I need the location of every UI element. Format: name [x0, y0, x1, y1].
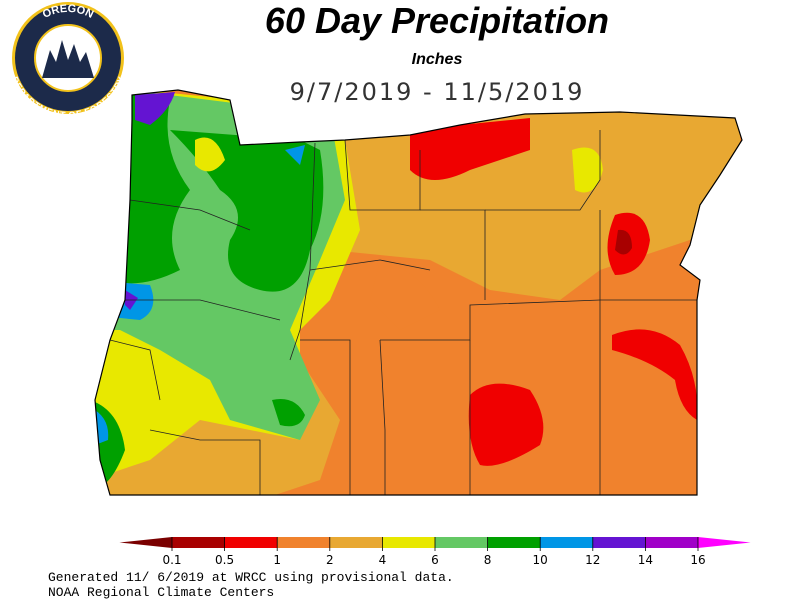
legend-tick-label: 16: [690, 553, 705, 567]
zone-1-2: [370, 260, 440, 330]
county-lines: [109, 130, 700, 495]
zone-0.5-1: [468, 383, 544, 466]
date-range: 9/7/2019 - 11/5/2019: [290, 78, 585, 106]
logo-center: [34, 24, 102, 92]
legend: 0.1 0.5 1 2 4 6 8 10 12 14 16: [119, 537, 751, 567]
legend-swatch: [172, 537, 225, 548]
legend-tick-label: 14: [638, 553, 653, 567]
legend-tick-label: 0.5: [215, 553, 234, 567]
logo-top: OREGON: [41, 3, 96, 21]
footer-line: Generated 11/ 6/2019 at WRCC using provi…: [48, 570, 454, 585]
zone-0.5-1: [410, 118, 530, 180]
legend-tick-label: 2: [326, 553, 334, 567]
legend-tick-label: 10: [533, 553, 548, 567]
legend-swatch: [435, 537, 488, 548]
legend-tick-label: 6: [431, 553, 439, 567]
zone-4-6: [195, 137, 225, 172]
logo-trees: [42, 40, 94, 78]
zone-0.1-0.5: [615, 229, 632, 255]
logo: OREGON DEPARTMENT OF FORESTRY: [10, 2, 126, 120]
legend-tick-label: 0.1: [162, 553, 181, 567]
legend-swatch: [224, 537, 278, 548]
legend-swatch: [329, 537, 383, 548]
zone-4-6: [572, 147, 603, 193]
legend-swatch: [382, 537, 435, 548]
zone-12-14: [135, 92, 175, 125]
legend-tick-label: 12: [585, 553, 600, 567]
legend-swatch: [645, 537, 698, 548]
precip-map: [95, 90, 742, 495]
legend-swatch: [277, 537, 330, 548]
legend-tick-label: 8: [484, 553, 492, 567]
legend-tick-label: 4: [379, 553, 387, 567]
subtitle: Inches: [412, 51, 463, 68]
zone-10-12: [285, 145, 305, 165]
legend-over: [698, 537, 751, 548]
zone-0.5-1: [612, 329, 698, 420]
legend-swatch: [487, 537, 541, 548]
footer-line: NOAA Regional Climate Centers: [48, 585, 274, 600]
legend-swatch: [592, 537, 646, 548]
legend-swatch: [540, 537, 593, 548]
legend-tick-label: 1: [273, 553, 281, 567]
zone-8-10: [272, 399, 305, 427]
logo-top-text: OREGON: [41, 3, 96, 21]
legend-under: [119, 537, 172, 548]
state-outline: [94, 89, 743, 496]
title: 60 Day Precipitation: [265, 0, 609, 41]
